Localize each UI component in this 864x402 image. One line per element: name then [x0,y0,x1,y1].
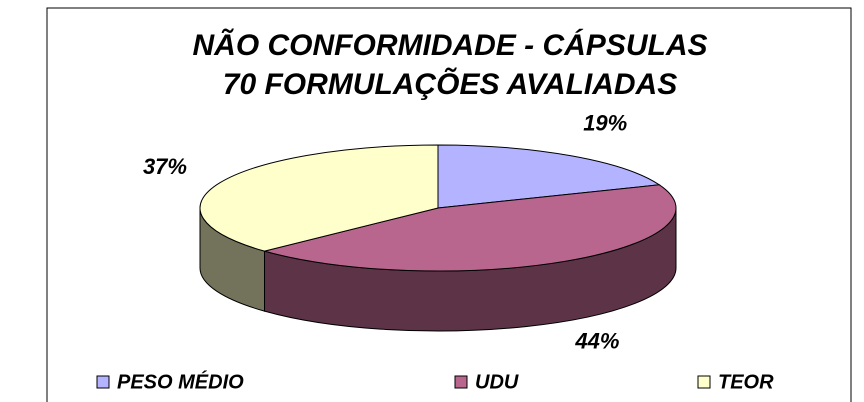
pie-slice [199,144,439,252]
pie-slice [437,144,661,209]
legend-swatch [697,375,711,389]
chart-title: NÃO CONFORMIDADE - CÁPSULAS [193,28,708,62]
legend-label: UDU [475,371,519,393]
legend-swatch [454,375,468,389]
legend-swatch [96,375,110,389]
legend-label: TEOR [718,371,774,393]
pie-slice [262,184,677,272]
data-label: 37% [143,154,187,179]
legend-label: PESO MÉDIO [117,370,244,393]
chart-subtitle: 70 FORMULAÇÕES AVALIADAS [223,67,677,101]
data-label: 44% [574,328,619,353]
data-label: 19% [583,110,627,135]
